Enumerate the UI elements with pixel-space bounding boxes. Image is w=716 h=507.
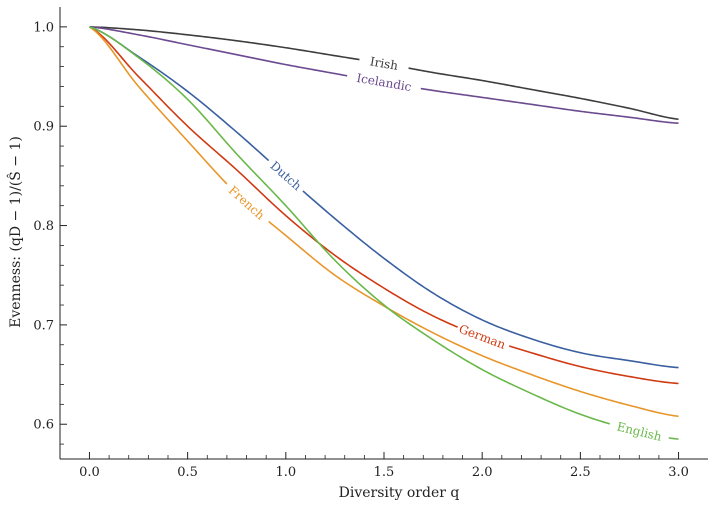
series-label: Dutch	[267, 159, 304, 194]
series-line	[89, 26, 348, 77]
y-tick-label: 0.9	[33, 120, 54, 135]
x-tick-label: 2.0	[472, 465, 493, 480]
series-label: French	[226, 183, 268, 223]
series-line	[668, 437, 679, 440]
series-label: English	[615, 419, 663, 444]
axes: 0.0 0.5 1.0 1.5 2.0 2.5 3.0 0.6 0.7 0.8 0.9 1.0	[33, 7, 708, 480]
y-axis-label: Evenness: (qD − 1)/(Ŝ − 1)	[6, 136, 24, 328]
y-tick-label: 0.6	[33, 418, 54, 433]
series-line	[89, 26, 360, 61]
series-line	[420, 87, 679, 125]
x-tick-label: 1.5	[374, 465, 395, 480]
y-tick-label: 0.8	[33, 219, 54, 234]
y-tick-label: 0.7	[33, 318, 54, 333]
x-tick-label: 0.5	[177, 465, 198, 480]
series-line	[89, 26, 270, 162]
series-line	[89, 26, 458, 328]
series-label: Icelandic	[355, 71, 412, 94]
series-line	[89, 26, 228, 185]
x-tick-label: 1.0	[275, 465, 296, 480]
x-tick-label: 2.5	[570, 465, 591, 480]
y-tick-label: 1.0	[33, 20, 54, 35]
x-tick-label: 3.0	[668, 465, 689, 480]
series-label: Irish	[369, 54, 399, 73]
series-line	[508, 345, 679, 385]
series-line	[408, 67, 679, 121]
series-line	[89, 26, 611, 425]
x-tick-label: 0.0	[79, 465, 100, 480]
series-line	[268, 220, 679, 418]
plot-lines	[89, 26, 679, 440]
series-line	[302, 190, 679, 369]
x-axis-label: Diversity order q	[339, 485, 460, 501]
